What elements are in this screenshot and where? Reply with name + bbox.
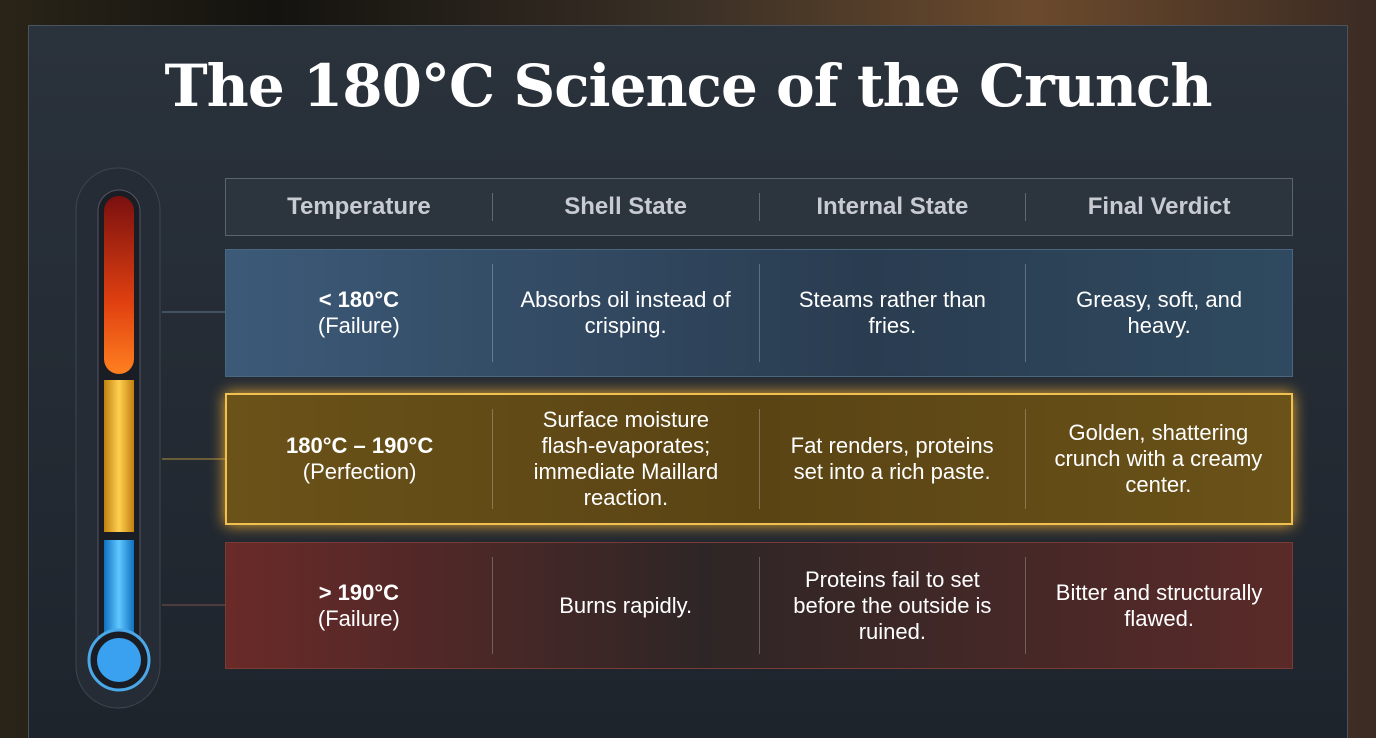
table-cell: Proteins fail to set before the outside … <box>758 557 1026 654</box>
header-cell: Final Verdict <box>1025 193 1292 221</box>
table-cell: Absorbs oil instead of crisping. <box>491 264 759 362</box>
table-cell: Fat renders, proteins set into a rich pa… <box>758 409 1025 509</box>
temperature-range: < 180°C <box>318 287 400 312</box>
temperature-range: > 190°C <box>318 579 400 605</box>
table-row: < 180°C (Failure) Absorbs oil instead of c… <box>225 249 1293 377</box>
thermo-bulb-fill <box>97 638 141 682</box>
table-cell: Greasy, soft, and heavy. <box>1025 264 1292 362</box>
title: The 180°C Science of the Crunch <box>164 52 1213 120</box>
temperature-verdict: (Failure) <box>317 605 400 631</box>
table-cell: Steams rather than fries. <box>758 264 1026 362</box>
header-cell: Internal State <box>758 193 1026 221</box>
temperature-verdict: (Perfection) <box>302 459 417 484</box>
header-cell: Shell State <box>491 193 759 221</box>
table-cell: Bitter and structurally flawed. <box>1025 557 1292 654</box>
temperature-range: 180°C – 190°C <box>286 433 434 458</box>
temperature-cell: < 180°C (Failure) <box>226 264 492 362</box>
header-cell: Temperature <box>287 193 431 220</box>
table-cell: Burns rapidly. <box>491 557 759 654</box>
table-cell: Golden, shattering crunch with a creamy … <box>1024 409 1291 509</box>
thermo-ideal <box>104 380 134 532</box>
table-cell: Surface moisture flash-evaporates; immed… <box>492 407 758 510</box>
table-row: > 190°C (Failure) Burns rapidly. Proteins f… <box>225 542 1293 669</box>
header-row: Temperature Shell State Internal State Fina… <box>225 178 1293 236</box>
temperature-cell: > 190°C (Failure) <box>226 557 492 654</box>
temperature-cell: 180°C – 190°C (Perfection) <box>227 409 492 509</box>
temperature-verdict: (Failure) <box>317 313 400 338</box>
table-row: 180°C – 190°C (Perfection) Surface moistur… <box>225 393 1293 525</box>
thermometer <box>75 167 225 709</box>
thermo-hot <box>104 196 134 374</box>
